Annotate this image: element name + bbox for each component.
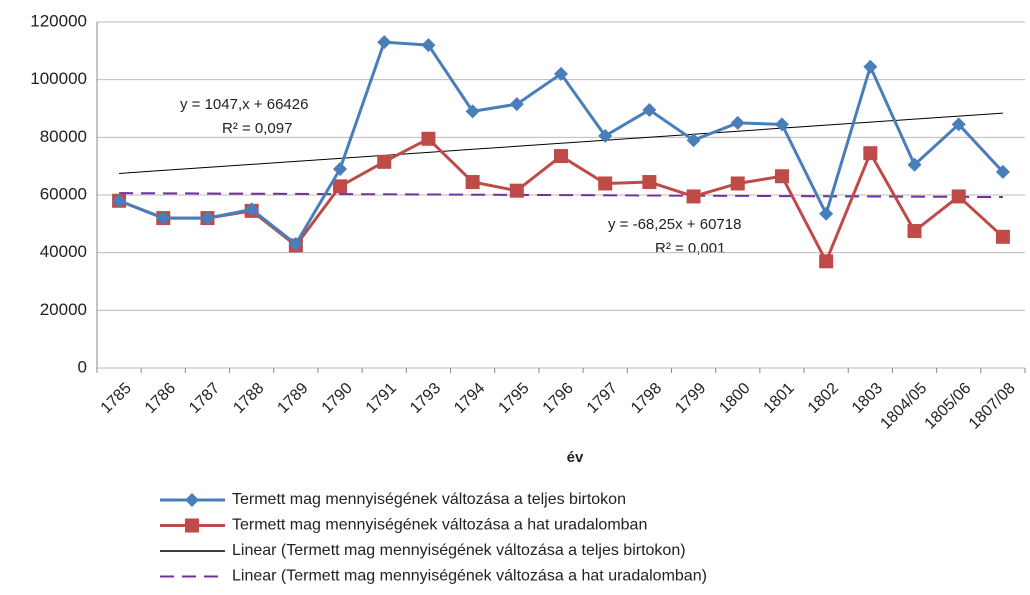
point (907, 224, 922, 239)
point (686, 189, 701, 204)
point (642, 175, 657, 190)
legend-label: Termett mag mennyiségének változása a ha… (232, 517, 647, 534)
point (598, 128, 613, 143)
point (642, 102, 657, 117)
x-tick-label: 1795 (495, 380, 532, 417)
annotation: R² = 0,001 (655, 240, 725, 257)
y-tick-label: 120000 (30, 11, 87, 30)
y-tick-label: 60000 (40, 184, 87, 203)
point (863, 59, 878, 74)
point (509, 97, 524, 112)
x-tick-label: 1786 (142, 380, 179, 417)
trend-line (119, 192, 1003, 199)
point (774, 169, 789, 184)
point (200, 211, 215, 226)
point (819, 206, 834, 221)
x-tick-label: 1801 (761, 380, 798, 417)
x-tick-label: 1789 (274, 380, 311, 417)
legend-marker (185, 518, 199, 533)
point (421, 38, 436, 53)
point (333, 179, 348, 194)
x-tick-label: 1785 (98, 380, 135, 417)
point (554, 149, 568, 164)
legend-label: Linear (Termett mag mennyiségének változ… (232, 542, 686, 559)
point (730, 115, 745, 130)
x-tick-label: 1798 (628, 380, 665, 417)
y-tick-label: 20000 (40, 300, 87, 319)
legend-label: Linear (Termett mag mennyiségének változ… (232, 568, 707, 585)
y-tick-label: 0 (78, 357, 87, 376)
point (509, 183, 524, 198)
point (465, 175, 480, 190)
point (951, 117, 966, 132)
x-tick-label: 1799 (672, 380, 709, 417)
point (686, 133, 701, 148)
point (465, 104, 480, 119)
point (907, 157, 922, 172)
point (554, 66, 568, 81)
y-tick-label: 40000 (40, 242, 87, 261)
x-tick-label: 1805/06 (922, 380, 975, 433)
x-tick-label: 1803 (849, 380, 886, 417)
point (995, 229, 1010, 244)
y-tick-label: 80000 (40, 127, 87, 146)
legend-item: Linear (Termett mag mennyiségének változ… (160, 542, 686, 559)
trend-line (119, 112, 1003, 174)
point (995, 164, 1010, 179)
point (333, 162, 348, 177)
legend-label: Termett mag mennyiségének változása a te… (232, 491, 626, 508)
legend-item: Linear (Termett mag mennyiségének változ… (160, 568, 707, 585)
legend-item: Termett mag mennyiségének változása a ha… (160, 517, 647, 534)
x-tick-label: 1800 (716, 380, 753, 417)
annotation: y = 1047,x + 66426 (180, 96, 308, 113)
point (951, 189, 966, 204)
point (863, 146, 878, 161)
point (819, 254, 834, 269)
point (421, 131, 436, 146)
legend-item: Termett mag mennyiségének változása a te… (160, 491, 626, 508)
point (112, 193, 127, 208)
point (730, 176, 745, 191)
point (244, 202, 259, 217)
point (377, 154, 392, 169)
x-tick-label: 1791 (363, 380, 400, 417)
y-tick-label: 100000 (30, 69, 87, 88)
x-tick-label: 1794 (451, 380, 488, 417)
point (774, 117, 789, 132)
x-tick-label: 1804/05 (877, 380, 930, 433)
x-tick-label: 1787 (186, 380, 223, 417)
x-tick-label: 1802 (805, 380, 842, 417)
annotation: R² = 0,097 (222, 120, 292, 137)
x-tick-label: 1790 (319, 380, 356, 417)
point (288, 237, 303, 252)
x-tick-label: 1797 (584, 380, 621, 417)
x-tick-label: 1793 (407, 380, 444, 417)
x-axis-label: év (567, 449, 584, 466)
point (598, 176, 613, 191)
x-tick-label: 1788 (230, 380, 267, 417)
legend-marker (185, 493, 199, 507)
point (377, 35, 392, 50)
x-tick-label: 1796 (540, 380, 577, 417)
annotation: y = -68,25x + 60718 (608, 216, 741, 233)
point (156, 211, 171, 226)
x-tick-label: 1807/08 (966, 380, 1019, 433)
